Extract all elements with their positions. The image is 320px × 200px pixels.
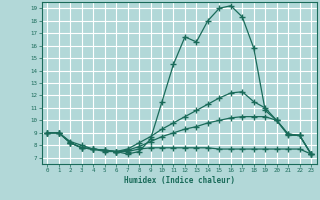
X-axis label: Humidex (Indice chaleur): Humidex (Indice chaleur) (124, 176, 235, 185)
